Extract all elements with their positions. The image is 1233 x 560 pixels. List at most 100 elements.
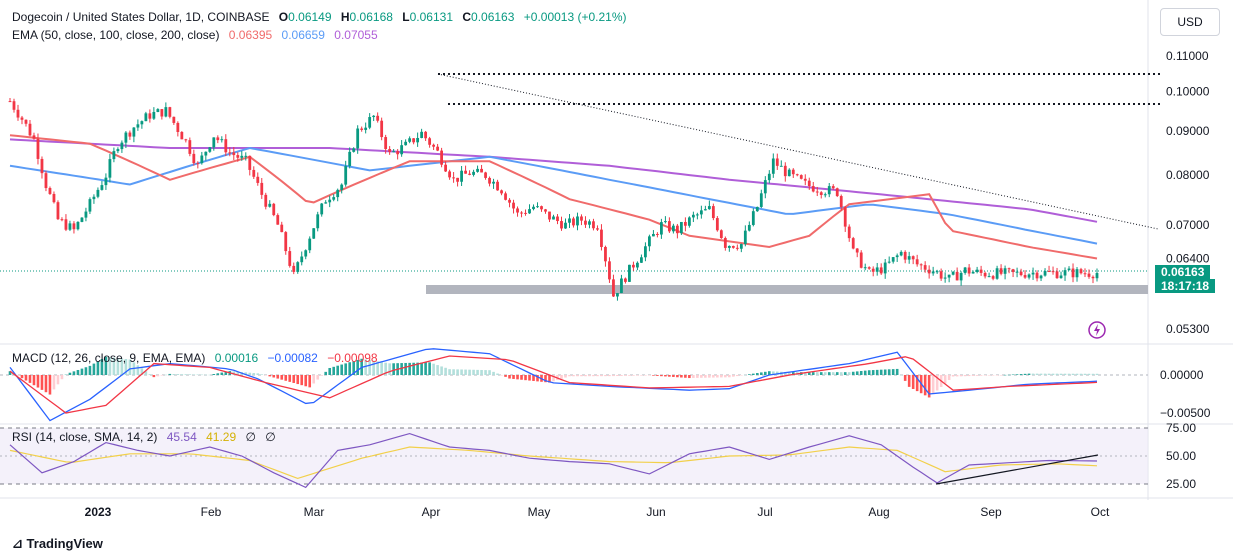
currency-button[interactable]: USD (1160, 8, 1220, 36)
rsi-label[interactable]: RSI (14, close, SMA, 14, 2) (12, 430, 158, 444)
symbol-title[interactable]: Dogecoin / United States Dollar, 1D, COI… (12, 10, 270, 24)
macd-hist-bar (979, 375, 983, 376)
macd-hist-bar (720, 375, 723, 378)
macd-hist-bar (923, 375, 927, 396)
macd-hist-bar (484, 370, 487, 375)
price-tick-label: 0.05300 (1166, 322, 1210, 336)
macd-value: −0.00082 (267, 351, 318, 365)
macd-hist-bar (644, 375, 647, 376)
rsi-trendline (935, 454, 1099, 485)
macd-hist-bar (512, 375, 515, 379)
ema100-line (9, 146, 1098, 245)
candle (472, 169, 475, 177)
macd-hist-bar (32, 375, 36, 386)
candle (1007, 267, 1011, 274)
candle (687, 216, 691, 228)
candle (208, 146, 212, 153)
macd-hist-bar (588, 375, 591, 377)
macd-hist-bar (664, 375, 667, 377)
macd-hist-bar (72, 371, 76, 375)
tradingview-logo[interactable]: ⊿ TradingView (12, 536, 103, 552)
macd-hist-bar (448, 369, 451, 375)
macd-hist-bar (548, 375, 551, 383)
macd-hist-bar (1051, 373, 1055, 375)
macd-hist-bar (392, 363, 395, 375)
macd-hist-bar (915, 375, 919, 392)
candle (1063, 267, 1067, 281)
macd-hist-bar (260, 374, 264, 375)
open-value: 0.06149 (288, 10, 332, 24)
macd-hist-bar (232, 371, 236, 375)
candle (40, 156, 44, 179)
descending-trendline (437, 73, 1159, 230)
candle (556, 214, 559, 225)
macd-hist-bar (468, 369, 471, 375)
signal-value: −0.00098 (327, 351, 378, 365)
macd-hist-bar (700, 375, 703, 378)
macd-hist-bar (148, 374, 152, 375)
macd-hist-bar (764, 371, 767, 375)
macd-label[interactable]: MACD (12, 26, close, 9, EMA, EMA) (12, 351, 206, 365)
macd-hist-bar (144, 371, 148, 375)
candle (388, 146, 392, 155)
macd-hist-bar (404, 362, 407, 375)
candle (308, 236, 312, 254)
macd-hist-bar (911, 375, 915, 389)
macd-hist-bar (244, 372, 248, 375)
candle (148, 109, 152, 123)
macd-hist-bar (192, 374, 196, 375)
candle (883, 259, 887, 279)
candle (452, 172, 455, 183)
macd-hist-bar (1019, 374, 1023, 375)
candle (172, 116, 176, 125)
candle (184, 138, 188, 143)
macd-hist-bar (256, 373, 260, 375)
candle (72, 221, 76, 234)
candle (284, 231, 288, 255)
candle (568, 214, 571, 228)
candle (1051, 266, 1055, 275)
candle (935, 269, 939, 274)
candle (60, 217, 64, 222)
low-label: L (402, 10, 410, 24)
macd-hist-bar (384, 362, 387, 375)
candle (272, 202, 276, 217)
macd-hist-bar (84, 367, 88, 375)
candle (923, 261, 927, 273)
macd-hist-bar (68, 372, 72, 375)
macd-hist-bar (452, 369, 455, 375)
time-tick-label: Oct (1091, 505, 1110, 519)
macd-hist-bar (608, 375, 611, 377)
ema-label[interactable]: EMA (50, close, 100, close, 200, close) (12, 28, 220, 42)
macd-hist-bar (748, 374, 751, 375)
candle (496, 179, 499, 191)
macd-hist-bar (672, 375, 675, 377)
candle (759, 189, 763, 209)
macd-hist-bar (823, 372, 827, 375)
price-tick-label: 0.07000 (1166, 218, 1210, 232)
macd-hist-bar (656, 375, 659, 376)
candle (1071, 263, 1075, 283)
macd-hist-bar (1031, 373, 1035, 375)
macd-hist-bar (444, 367, 447, 375)
candle (216, 135, 220, 144)
lightning-icon[interactable] (1088, 321, 1106, 339)
macd-hist-bar (576, 375, 579, 377)
time-tick-label: May (528, 505, 551, 519)
candle (356, 125, 360, 154)
macd-hist-bar (959, 375, 963, 377)
macd-hist-bar (180, 374, 184, 375)
macd-hist-bar (600, 375, 603, 377)
candle (871, 266, 875, 277)
macd-hist-bar (560, 375, 563, 379)
candle (811, 181, 815, 193)
macd-hist-bar (1023, 373, 1027, 375)
rsi-tick-label: 75.00 (1166, 421, 1196, 435)
candle (116, 147, 120, 154)
candle (707, 200, 711, 210)
macd-hist-bar (584, 375, 587, 377)
candle (256, 172, 260, 186)
candle (200, 151, 204, 165)
macd-hist-bar (1003, 374, 1007, 376)
